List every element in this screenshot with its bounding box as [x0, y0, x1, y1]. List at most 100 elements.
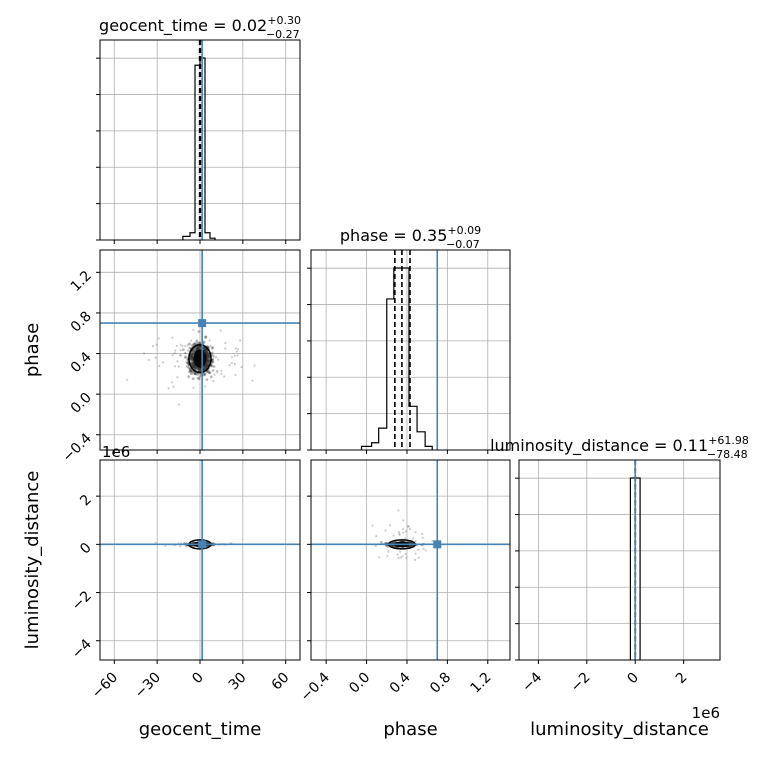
sample-point — [205, 353, 209, 357]
sample-point — [206, 352, 209, 355]
sample-point — [402, 531, 405, 534]
title-sup: +61.98 — [708, 434, 749, 447]
sample-point — [198, 375, 201, 379]
sample-point — [207, 368, 210, 371]
density-core — [193, 349, 207, 368]
sample-point — [253, 364, 256, 367]
sample-point — [190, 353, 194, 357]
sample-point — [205, 362, 209, 366]
sample-point — [414, 539, 417, 543]
sample-point — [206, 352, 210, 356]
sample-point — [422, 547, 425, 550]
sample-point — [206, 353, 210, 357]
sample-point — [210, 346, 214, 350]
sample-point — [205, 352, 208, 355]
sample-point — [204, 335, 208, 339]
sample-point — [205, 350, 209, 354]
sample-point — [206, 370, 210, 374]
title-sup: +0.30 — [267, 14, 301, 27]
sample-point — [184, 351, 187, 355]
sample-point — [181, 344, 184, 348]
sample-point — [190, 357, 193, 361]
sample-point — [191, 351, 194, 355]
sample-point — [202, 347, 206, 351]
sample-point — [170, 381, 173, 384]
sample-point — [210, 364, 214, 368]
scatter-points — [371, 509, 434, 561]
sample-point — [203, 366, 207, 370]
sample-point — [204, 364, 207, 368]
sample-point — [206, 357, 209, 361]
density-contour — [188, 344, 212, 374]
sample-point — [189, 356, 193, 360]
sample-point — [193, 366, 197, 369]
sample-point — [192, 364, 196, 368]
sample-point — [189, 369, 193, 373]
histogram — [182, 57, 216, 240]
sample-point — [196, 346, 199, 350]
sample-point — [235, 350, 238, 353]
sample-point — [204, 335, 208, 339]
sample-point — [198, 346, 202, 350]
sample-point — [203, 372, 207, 376]
truth-marker — [198, 540, 207, 549]
sample-point — [189, 367, 192, 371]
sample-point — [190, 353, 194, 356]
sample-point — [228, 364, 231, 367]
sample-point — [193, 366, 197, 370]
sample-point — [397, 509, 400, 512]
sample-point — [192, 365, 196, 369]
sample-point — [189, 360, 193, 364]
sample-point — [414, 552, 417, 555]
panel-title: luminosity_distance = 0.11+61.98 −78.48 — [490, 434, 749, 461]
sample-point — [203, 365, 207, 369]
sample-point — [207, 360, 211, 364]
sample-point — [186, 349, 190, 352]
sample-point — [203, 346, 207, 350]
sample-point — [207, 355, 211, 359]
sample-point — [212, 380, 215, 383]
sample-point — [206, 364, 209, 367]
sample-point — [214, 356, 218, 359]
sample-point — [398, 532, 401, 535]
sample-point — [405, 556, 408, 559]
sample-point — [192, 364, 196, 368]
sample-point — [197, 367, 201, 371]
panel-phase-vs-luminosity_distance — [310, 459, 511, 661]
sample-point — [198, 367, 202, 371]
sample-point — [190, 356, 193, 360]
sample-point — [240, 365, 243, 369]
y-tick-label: 0.8 — [68, 308, 95, 335]
sample-point — [401, 527, 405, 531]
title-main: geocent_time = 0.02 — [99, 16, 267, 36]
sample-point — [184, 545, 188, 548]
sample-point — [191, 364, 195, 368]
panel-phase-hist: phase = 0.35+0.09 −0.07 — [307, 224, 511, 451]
sample-point — [206, 363, 210, 367]
sample-point — [205, 363, 209, 366]
sample-point — [192, 365, 196, 369]
sample-point — [202, 366, 206, 370]
x-tick-label: −60 — [89, 670, 121, 702]
sample-point — [397, 531, 401, 534]
sample-point — [185, 361, 188, 364]
panel-geocent_time-vs-phase — [99, 249, 301, 451]
sample-point — [192, 328, 195, 331]
sample-point — [215, 371, 219, 374]
sample-point — [206, 353, 210, 356]
sample-point — [206, 355, 210, 358]
sample-point — [155, 343, 158, 346]
sample-point — [197, 367, 200, 371]
sample-point — [205, 355, 209, 359]
sample-point — [189, 356, 193, 360]
x-tick-label: −4 — [519, 669, 545, 695]
sample-point — [184, 345, 187, 348]
title-sub: −0.27 — [266, 28, 300, 41]
sample-point — [211, 369, 214, 373]
sample-point — [194, 365, 198, 369]
sample-point — [205, 355, 209, 359]
sample-point — [157, 337, 160, 340]
sample-point — [205, 378, 209, 382]
sample-point — [190, 355, 194, 358]
sample-point — [386, 554, 389, 558]
